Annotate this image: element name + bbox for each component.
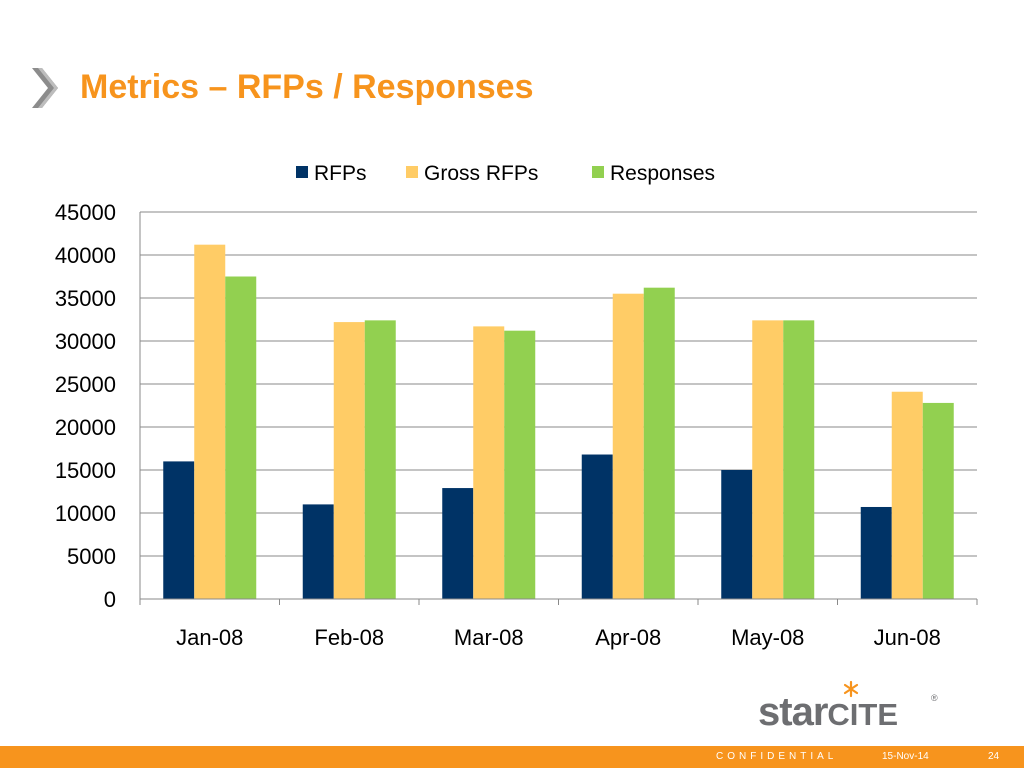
chart-gridlines — [140, 211, 977, 600]
bar-responses — [504, 330, 536, 599]
chart-bars — [163, 244, 954, 599]
registered-mark: ® — [931, 693, 938, 703]
y-tick-label: 5000 — [67, 544, 116, 569]
x-tick-label: May-08 — [731, 625, 804, 650]
bar-gross-rfps — [333, 322, 365, 599]
legend-swatch — [592, 166, 604, 178]
bar-gross-rfps — [891, 391, 923, 599]
bar-responses — [364, 320, 396, 599]
chevron-right-icon — [32, 68, 58, 108]
page-number: 24 — [988, 751, 1000, 762]
bar-gross-rfps — [612, 293, 644, 599]
legend-swatch — [406, 166, 418, 178]
x-tick-label: Jun-08 — [874, 625, 941, 650]
bar-rfps — [721, 470, 753, 599]
y-tick-label: 30000 — [55, 329, 116, 354]
bar-gross-rfps — [194, 244, 226, 599]
y-tick-label: 20000 — [55, 415, 116, 440]
bar-rfps — [442, 488, 474, 599]
y-tick-label: 45000 — [55, 200, 116, 225]
x-tick-label: Apr-08 — [595, 625, 661, 650]
y-tick-label: 15000 — [55, 458, 116, 483]
x-tick-label: Mar-08 — [454, 625, 524, 650]
legend-label: Gross RFPs — [424, 162, 538, 185]
chart-axes — [139, 212, 978, 605]
slide-title: Metrics – RFPs / Responses — [80, 68, 534, 106]
bar-gross-rfps — [473, 326, 505, 599]
x-tick-label: Jan-08 — [176, 625, 243, 650]
footer-confidential: CONFIDENTIAL — [716, 751, 838, 762]
y-tick-label: 35000 — [55, 286, 116, 311]
bar-rfps — [860, 506, 892, 599]
logo-text: starCITE — [758, 690, 899, 734]
bar-responses — [225, 276, 257, 599]
y-tick-label: 25000 — [55, 372, 116, 397]
footer-date: 15-Nov-14 — [882, 751, 929, 762]
y-tick-label: 10000 — [55, 501, 116, 526]
y-axis-tick-labels: 0 5000 10000 15000 20000 25000 30000 35000 40000… — [55, 200, 116, 612]
x-axis-tick-labels: Jan-08 Feb-08 Mar-08 Apr-08 May-08 Jun-08 — [176, 625, 941, 650]
y-tick-label: 40000 — [55, 243, 116, 268]
bar-responses — [922, 402, 954, 599]
bar-responses — [643, 287, 675, 599]
legend-swatch — [296, 166, 308, 178]
bar-rfps — [163, 461, 195, 599]
footer-bar: CONFIDENTIAL 15-Nov-14 24 — [0, 746, 1024, 768]
bar-responses — [783, 320, 815, 599]
bar-rfps — [581, 454, 613, 599]
star-icon — [843, 680, 859, 698]
bar-chart: 0 5000 10000 15000 20000 25000 30000 35000 40000… — [55, 162, 978, 650]
bar-rfps — [302, 504, 334, 599]
starcite-logo: starCITE ® — [758, 680, 948, 732]
y-tick-label: 0 — [104, 587, 116, 612]
chart-legend: RFPs Gross RFPs Responses — [296, 162, 715, 185]
legend-label: RFPs — [314, 162, 367, 185]
bar-gross-rfps — [752, 320, 784, 599]
x-tick-label: Feb-08 — [314, 625, 384, 650]
legend-label: Responses — [610, 162, 715, 185]
